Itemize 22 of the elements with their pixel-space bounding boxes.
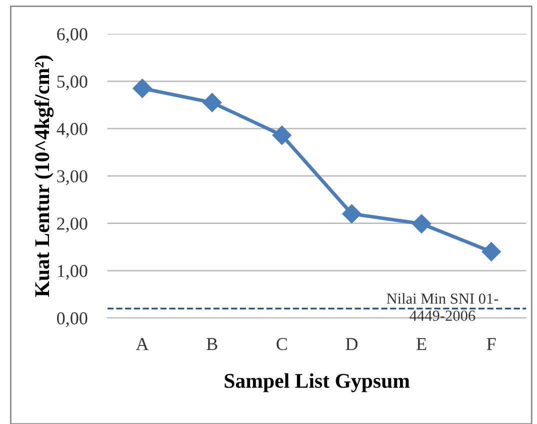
point (342, 204, 362, 224)
point (272, 126, 292, 145)
y-tick-label: 6,00 (57, 28, 88, 43)
y-tick-label: 1,00 (58, 264, 88, 280)
y-tick-label: 2,00 (57, 218, 88, 232)
y-tick-label: 0,00 (57, 312, 88, 328)
x-tick-label: C (276, 338, 287, 350)
x-tick-label: F (486, 338, 496, 350)
y-tick-label: 3,00 (57, 170, 88, 185)
x-tick-label: B (206, 338, 218, 350)
point (482, 242, 501, 262)
y-tick-label: 4,00 (56, 122, 88, 138)
x-tick-label: D (346, 338, 358, 350)
ref-line-label: Nilai Min SNI 01- 4449-2006 (386, 293, 498, 321)
y-tick-label: 5,00 (57, 76, 88, 90)
point (202, 93, 222, 112)
x-tick-label: A (136, 338, 149, 350)
y-axis-title: Kuat Lentur (10^4kgf/cm²) (34, 56, 54, 297)
point (132, 78, 152, 98)
x-axis-title: Sampel List Gypsum (224, 373, 410, 392)
point (412, 214, 432, 234)
x-tick-label: E (416, 338, 426, 350)
